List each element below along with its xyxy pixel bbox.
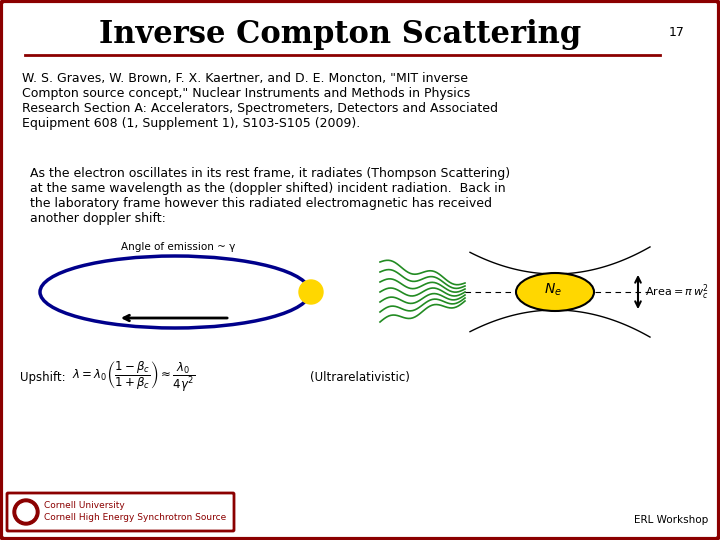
Text: at the same wavelength as the (doppler shifted) incident radiation.  Back in: at the same wavelength as the (doppler s… bbox=[30, 182, 505, 195]
Text: Inverse Compton Scattering: Inverse Compton Scattering bbox=[99, 19, 581, 51]
Text: Compton source concept," Nuclear Instruments and Methods in Physics: Compton source concept," Nuclear Instrum… bbox=[22, 87, 470, 100]
FancyBboxPatch shape bbox=[7, 493, 234, 531]
Text: $\mathrm{Area} = \pi\,w_c^2$: $\mathrm{Area} = \pi\,w_c^2$ bbox=[645, 282, 708, 302]
Text: W. S. Graves, W. Brown, F. X. Kaertner, and D. E. Moncton, "MIT inverse: W. S. Graves, W. Brown, F. X. Kaertner, … bbox=[22, 72, 468, 85]
Text: (Ultrarelativistic): (Ultrarelativistic) bbox=[310, 370, 410, 383]
Circle shape bbox=[13, 499, 39, 525]
Text: Cornell High Energy Synchrotron Source: Cornell High Energy Synchrotron Source bbox=[44, 514, 226, 523]
Text: $N_e$: $N_e$ bbox=[544, 282, 562, 298]
Circle shape bbox=[299, 280, 323, 304]
Circle shape bbox=[17, 503, 35, 521]
Text: $\lambda = \lambda_0 \left(\dfrac{1-\beta_c}{1+\beta_c}\right)\approx \dfrac{\la: $\lambda = \lambda_0 \left(\dfrac{1-\bet… bbox=[72, 360, 196, 394]
Text: Research Section A: Accelerators, Spectrometers, Detectors and Associated: Research Section A: Accelerators, Spectr… bbox=[22, 102, 498, 115]
Text: Angle of emission ~ γ: Angle of emission ~ γ bbox=[121, 242, 235, 252]
Text: As the electron oscillates in its rest frame, it radiates (Thompson Scattering): As the electron oscillates in its rest f… bbox=[30, 167, 510, 180]
Text: the laboratory frame however this radiated electromagnetic has received: the laboratory frame however this radiat… bbox=[30, 197, 492, 210]
Text: 17: 17 bbox=[669, 26, 685, 39]
Text: ERL Workshop: ERL Workshop bbox=[634, 515, 708, 525]
Ellipse shape bbox=[516, 273, 594, 311]
Text: Equipment 608 (1, Supplement 1), S103-S105 (2009).: Equipment 608 (1, Supplement 1), S103-S1… bbox=[22, 117, 360, 130]
Text: another doppler shift:: another doppler shift: bbox=[30, 212, 166, 225]
Text: Upshift:: Upshift: bbox=[20, 370, 66, 383]
Text: Cornell University: Cornell University bbox=[44, 502, 125, 510]
